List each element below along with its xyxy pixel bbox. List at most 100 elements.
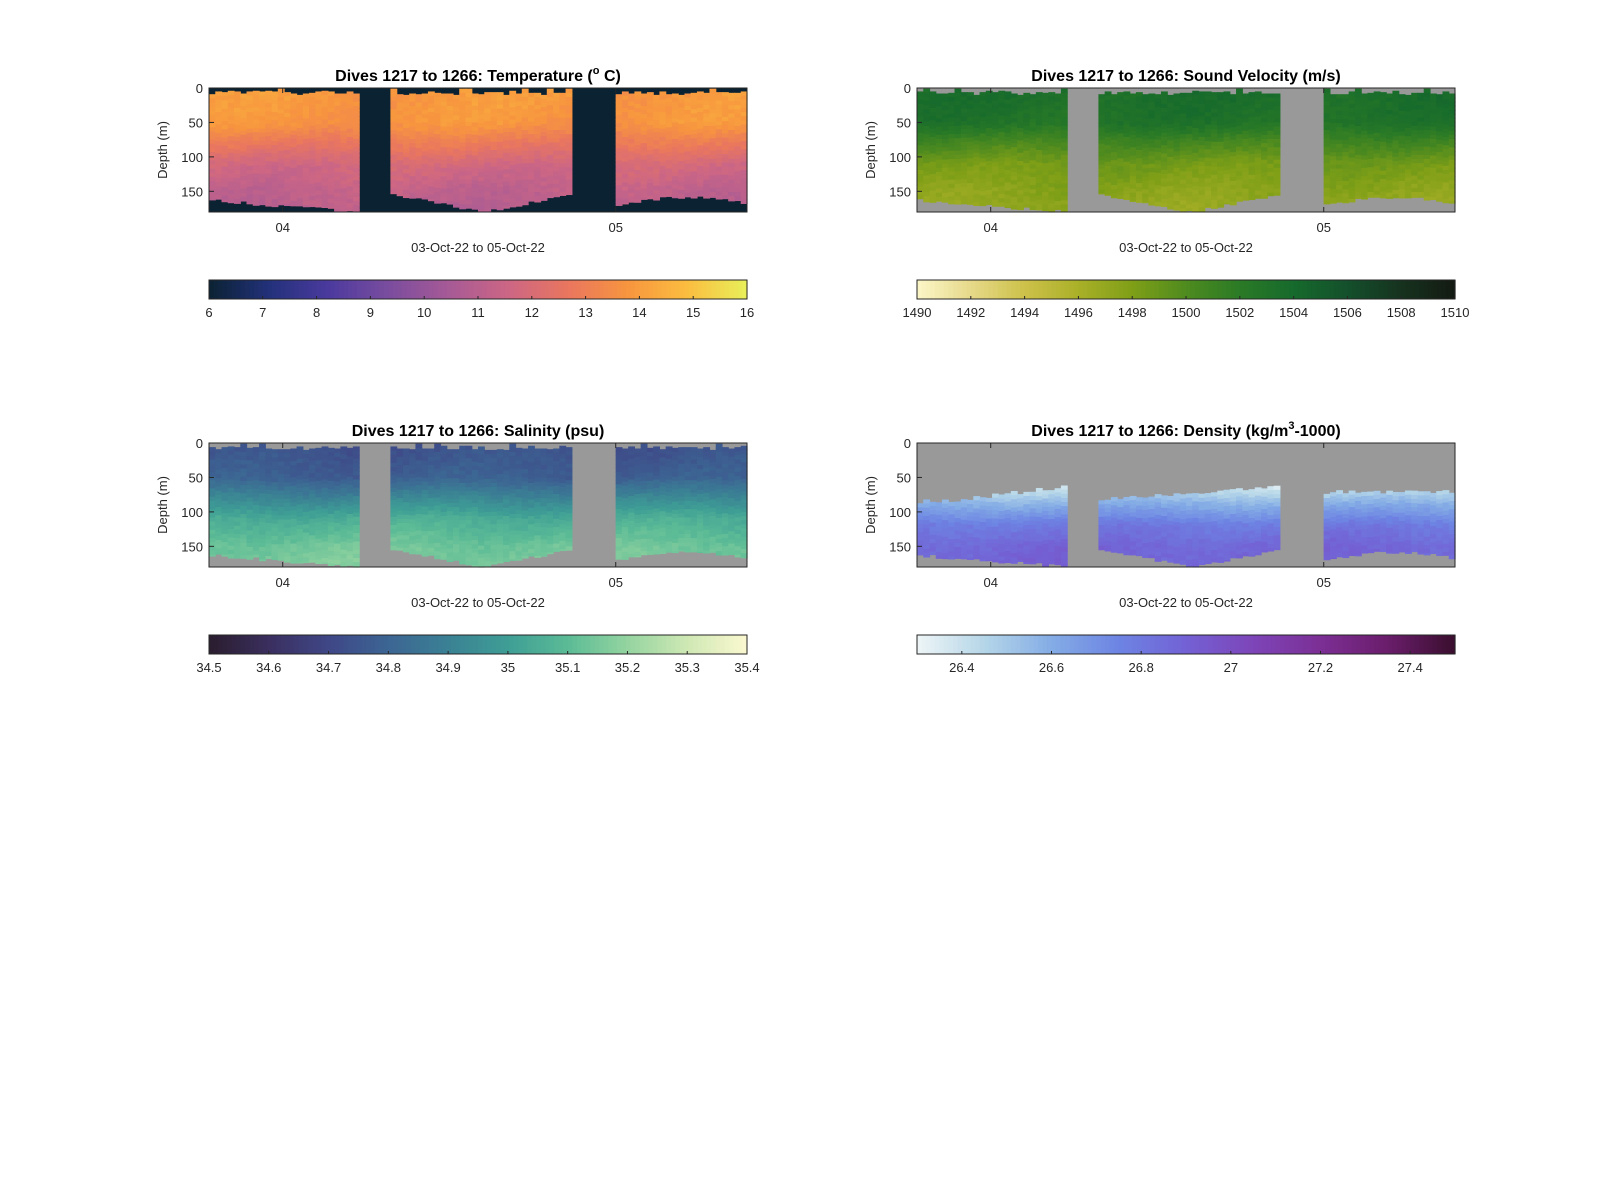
sound_velocity-cell <box>1061 180 1068 185</box>
sound_velocity-cell <box>961 146 968 151</box>
temperature-cell <box>340 205 347 210</box>
temperature-cell <box>522 167 529 172</box>
temperature-cell <box>628 160 635 165</box>
temperature-cell <box>347 178 354 183</box>
temperature-cell <box>240 127 247 132</box>
sound_velocity-cell <box>936 176 943 181</box>
sound_velocity-cell <box>1030 173 1037 178</box>
temperature-cell <box>678 95 685 100</box>
salinity-cell <box>215 519 222 524</box>
sound_velocity-cell <box>1017 95 1024 100</box>
sound_velocity-cell <box>1236 159 1243 164</box>
temperature-cell <box>628 164 635 169</box>
sound_velocity-cell <box>1342 94 1349 99</box>
temperature-cell <box>547 188 554 193</box>
sound_velocity-cell <box>1417 167 1424 172</box>
temperature-cell <box>672 94 679 99</box>
temperature-cell <box>678 190 685 195</box>
sound_velocity-cell <box>1417 184 1424 189</box>
temperature-cell <box>522 130 529 135</box>
temperature-cell <box>634 182 641 187</box>
sound_velocity-cell <box>1217 117 1224 122</box>
salinity-cell <box>328 526 335 531</box>
temperature-cell <box>541 120 548 125</box>
temperature-cell <box>491 162 498 167</box>
temperature-cell <box>628 114 635 119</box>
temperature-cell <box>253 202 260 205</box>
temperature-cell <box>678 120 685 125</box>
salinity-cell <box>272 548 279 553</box>
sound_velocity-cell <box>1330 136 1337 141</box>
sound_velocity-cell <box>1217 191 1224 196</box>
sound_velocity-cell <box>1399 98 1406 103</box>
sound_velocity-cell <box>1267 180 1274 185</box>
salinity-cell <box>234 509 241 514</box>
salinity-cell <box>334 511 341 516</box>
sound_velocity-colorbar-segment <box>1433 280 1438 299</box>
sound_velocity-cell <box>1386 164 1393 169</box>
temperature-cell <box>322 136 329 141</box>
temperature-cell <box>722 171 729 176</box>
temperature-cell <box>553 93 560 98</box>
sound_velocity-cell <box>1017 144 1024 149</box>
temperature-cell <box>634 170 641 175</box>
temperature-cell <box>491 117 498 122</box>
temperature-cell <box>672 122 679 127</box>
salinity-cell <box>222 447 229 452</box>
sound_velocity-colorbar-segment <box>1043 280 1048 299</box>
sound_velocity-cell <box>1255 91 1262 96</box>
temperature-cell <box>303 110 310 115</box>
sound_velocity-cell <box>936 193 943 198</box>
sound_velocity-cell <box>1017 165 1024 170</box>
temperature-cell <box>522 109 529 114</box>
sound_velocity-cell <box>1148 193 1155 198</box>
sound_velocity-cell <box>1405 144 1412 149</box>
sound_velocity-cell <box>1405 169 1412 174</box>
sound_velocity-cell <box>1030 94 1037 99</box>
sound_velocity-cell <box>1148 176 1155 181</box>
sound_velocity-colorbar-segment <box>1110 280 1115 299</box>
temperature-cell <box>478 140 485 145</box>
temperature-cell <box>497 175 504 180</box>
salinity-cell <box>253 534 260 539</box>
sound_velocity-cell <box>1224 133 1231 138</box>
sound_velocity-cell <box>1055 94 1062 99</box>
temperature-cell <box>472 184 479 189</box>
sound_velocity-cell <box>955 118 962 123</box>
temperature-cell <box>684 127 691 132</box>
sound_velocity-cell <box>961 109 968 114</box>
salinity-cell <box>328 448 335 453</box>
temperature-cell <box>347 149 354 154</box>
sound_velocity-cell <box>1217 96 1224 101</box>
sound_velocity-cell <box>1011 184 1018 189</box>
sound_velocity-colorbar-segment <box>1025 280 1030 299</box>
sound_velocity-cell <box>1249 92 1256 97</box>
sound_velocity-cell <box>1005 120 1012 125</box>
sound_velocity-cell <box>1030 102 1037 107</box>
sound_velocity-cell <box>1161 153 1168 158</box>
sound_velocity-colorbar-segment <box>1267 280 1272 299</box>
temperature-cell <box>434 126 441 131</box>
temperature-cell <box>734 163 741 168</box>
salinity-cell <box>259 535 266 540</box>
temperature-cell <box>672 110 679 115</box>
sound_velocity-cell <box>1411 142 1418 147</box>
temperature-cell <box>278 204 285 205</box>
temperature-cell <box>541 198 548 201</box>
temperature-cell <box>472 160 479 165</box>
temperature-cell <box>322 124 329 129</box>
sound_velocity-cell <box>1380 121 1387 126</box>
temperature-cell <box>390 163 397 168</box>
salinity-cell <box>240 493 247 498</box>
sound_velocity-colorbar-segment <box>1096 280 1101 299</box>
sound_velocity-cell <box>1442 96 1449 101</box>
sound_velocity-cell <box>942 201 949 203</box>
temperature-cell <box>734 142 741 147</box>
temperature-cell <box>297 116 304 121</box>
sound_velocity-cell <box>1111 136 1118 141</box>
sound_velocity-cell <box>1267 114 1274 119</box>
temperature-cell <box>684 135 691 140</box>
sound_velocity-cell <box>1386 122 1393 127</box>
temperature-cell <box>541 186 548 191</box>
sound_velocity-cell <box>1205 195 1212 200</box>
